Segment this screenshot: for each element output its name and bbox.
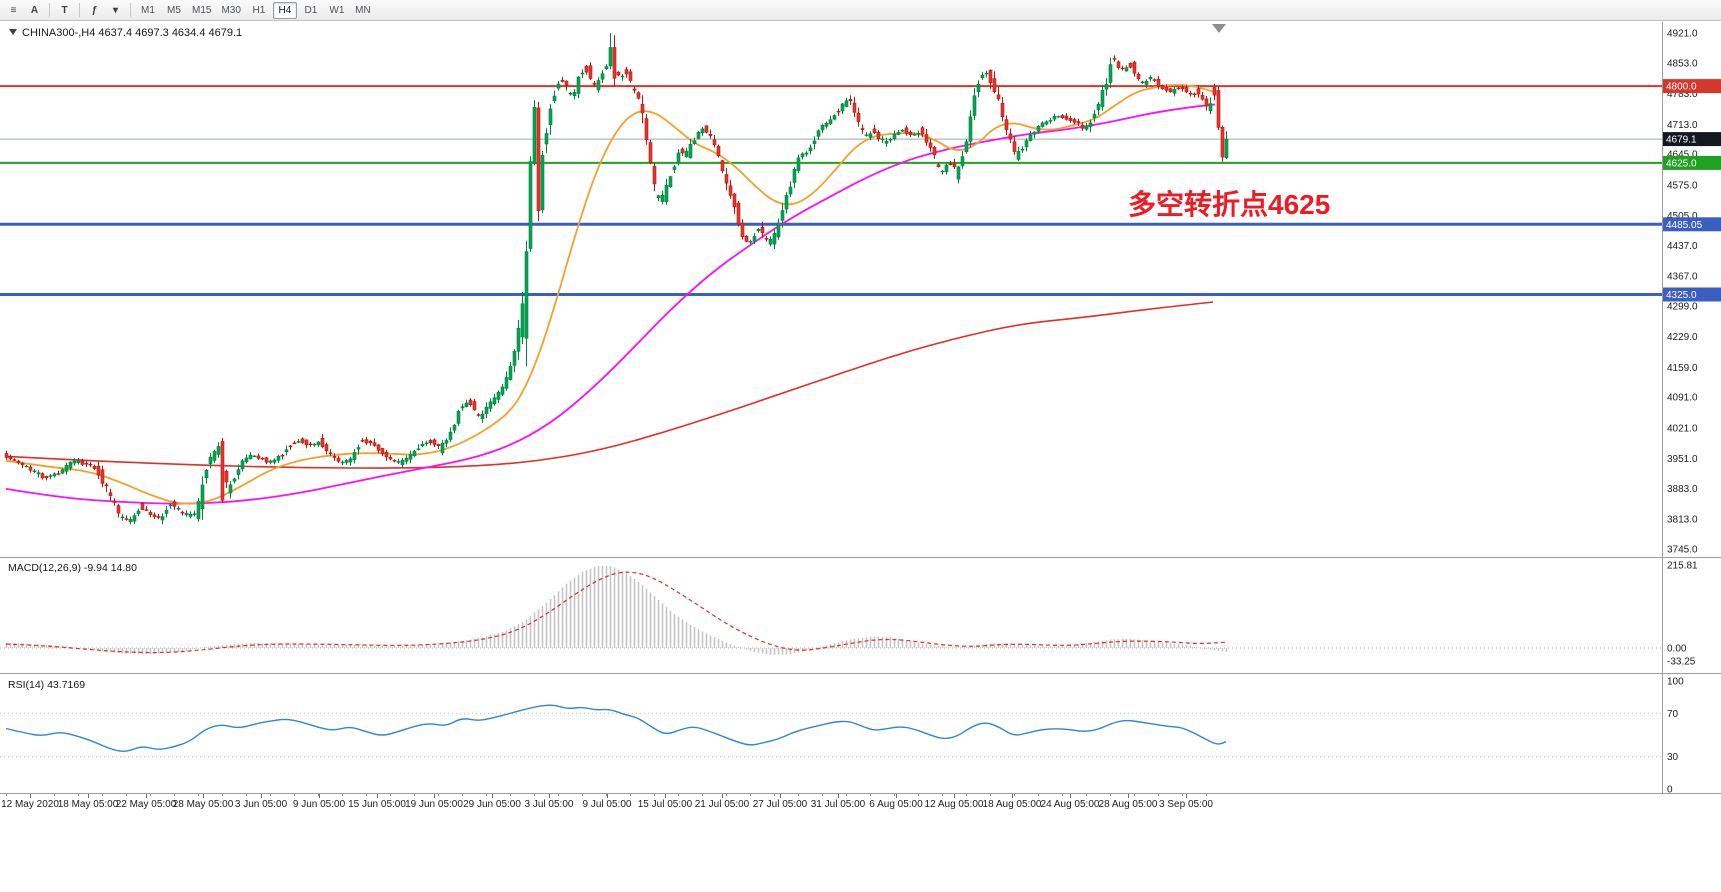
rsi-line (5, 704, 1227, 752)
arrow-tool-icon[interactable]: A (25, 2, 44, 19)
panel-separators (0, 22, 1721, 794)
timeframe-H4[interactable]: H4 (272, 1, 297, 19)
timeframe-M5[interactable]: M5 (162, 2, 186, 19)
time-axis-label: 12 Aug 05:00 (925, 799, 984, 810)
chart-shift-marker[interactable] (1212, 24, 1226, 33)
candlesticks (4, 33, 1229, 525)
indicators-caret-icon[interactable]: ▾ (106, 2, 125, 19)
time-axis-label: 3 Jun 05:00 (235, 799, 288, 810)
time-axis-label: 28 Aug 05:00 (1099, 799, 1158, 810)
svg-text:4625.0: 4625.0 (1666, 158, 1697, 169)
text-tool-icon[interactable]: T (55, 2, 74, 19)
ma-mid-magenta-line (5, 103, 1216, 505)
price-axis-label: 4713.0 (1667, 120, 1698, 131)
time-axis-label: 3 Sep 05:00 (1159, 799, 1213, 810)
timeframe-M30[interactable]: M30 (217, 2, 244, 19)
rsi-axis-label: 70 (1667, 709, 1679, 720)
timeframe-M1[interactable]: M1 (136, 2, 160, 19)
svg-text:4485.05: 4485.05 (1666, 220, 1703, 231)
time-axis-label: 22 May 05:00 (116, 799, 177, 810)
rsi-axis-label: 30 (1667, 752, 1679, 763)
macd-axis-label: -33.25 (1667, 656, 1696, 667)
price-axis-label: 4575.0 (1667, 180, 1698, 191)
macd-axis-label: 0.00 (1667, 644, 1687, 655)
time-axis-label: 9 Jul 05:00 (583, 799, 632, 810)
price-axis-label: 3745.0 (1667, 545, 1698, 556)
chart-list-icon[interactable]: ≡ (4, 2, 23, 19)
price-tag-4625.0: 4625.0 (1663, 155, 1721, 170)
toolbar-separator (130, 3, 131, 17)
price-axis-label: 4505.0 (1667, 211, 1698, 222)
price-tag-4679.1: 4679.1 (1663, 132, 1721, 147)
price-tag-4485.05: 4485.05 (1663, 217, 1721, 232)
symbol-dropdown-icon[interactable] (9, 29, 17, 35)
time-axis-label: 24 Aug 05:00 (1041, 799, 1100, 810)
timeframe-D1[interactable]: D1 (299, 2, 323, 19)
price-axis-label: 4299.0 (1667, 301, 1698, 312)
time-axis-label: 3 Jul 05:00 (525, 799, 574, 810)
macd-axis-label: 215.81 (1667, 560, 1698, 571)
time-axis-label: 18 May 05:00 (58, 799, 119, 810)
price-axis-label: 3951.0 (1667, 454, 1698, 465)
price-axis-label: 4091.0 (1667, 393, 1698, 404)
toolbar-separator (49, 3, 50, 17)
annotation-text[interactable]: 多空转折点4625 (1128, 188, 1330, 220)
price-tag-4800.0: 4800.0 (1663, 79, 1721, 94)
price-axis-label: 4229.0 (1667, 332, 1698, 343)
ma-slow-red-line (5, 301, 1214, 469)
price-axis-label: 4437.0 (1667, 241, 1698, 252)
rsi-axis-label: 0 (1667, 785, 1673, 796)
time-axis-label: 6 Aug 05:00 (869, 799, 923, 810)
time-axis-label: 29 Jun 05:00 (463, 799, 521, 810)
price-axis-label: 4021.0 (1667, 423, 1698, 434)
time-axis-label: 18 Aug 05:00 (983, 799, 1042, 810)
svg-text:4679.1: 4679.1 (1666, 135, 1697, 146)
price-axis-label: 3813.0 (1667, 515, 1698, 526)
macd-panel[interactable] (0, 565, 1662, 655)
time-axis-label: 15 Jul 05:00 (638, 799, 693, 810)
svg-text:4800.0: 4800.0 (1666, 82, 1697, 93)
timeframe-M15[interactable]: M15 (188, 2, 215, 19)
rsi-panel[interactable] (0, 704, 1662, 758)
price-axis-label: 4783.0 (1667, 89, 1698, 100)
timeframe-MN[interactable]: MN (351, 2, 375, 19)
time-axis-label: 27 Jul 05:00 (753, 799, 808, 810)
price-axis-label: 3883.0 (1667, 484, 1698, 495)
svg-text:4325.0: 4325.0 (1666, 290, 1697, 301)
price-axis-label: 4159.0 (1667, 363, 1698, 374)
timeframe-H1[interactable]: H1 (247, 2, 271, 19)
rsi-axis-label: 100 (1667, 677, 1684, 688)
time-axis-label: 9 Jun 05:00 (293, 799, 346, 810)
price-axis[interactable]: 215.81 0.00-33.25 100 70 30 0 4921.0 4853.0 4783… (1663, 29, 1721, 796)
time-axis-label: 15 Jun 05:00 (348, 799, 406, 810)
price-axis-label: 4853.0 (1667, 58, 1698, 69)
ma-fast-orange-line (5, 83, 1216, 505)
price-axis-label: 4645.0 (1667, 150, 1698, 161)
toolbar-separator (79, 3, 80, 17)
macd-signal-line (5, 571, 1227, 654)
price-tag-4325.0: 4325.0 (1663, 287, 1721, 302)
time-axis-label: 28 May 05:00 (173, 799, 234, 810)
ohlc-header: CHINA300-,H4 4637.4 4697.3 4634.4 4679.1 (22, 27, 242, 39)
macd-histogram (5, 565, 1228, 655)
timeframe-buttons: M1 M5 M15 M30 H1 H4 D1 W1 MN (135, 0, 376, 20)
time-axis-label: 21 Jul 05:00 (695, 799, 750, 810)
time-axis-label: 31 Jul 05:00 (811, 799, 866, 810)
indicators-icon[interactable]: ƒ (85, 2, 104, 19)
price-axis-label: 4367.0 (1667, 272, 1698, 283)
time-axis-label: 12 May 2020 (1, 799, 59, 810)
timeframe-W1[interactable]: W1 (325, 2, 349, 19)
main-chart[interactable] (0, 33, 1662, 525)
time-axis-label: 19 Jun 05:00 (405, 799, 463, 810)
macd-label: MACD(12,26,9) -9.94 14.80 (8, 562, 137, 574)
rsi-label: RSI(14) 43.7169 (8, 679, 85, 691)
price-axis-label: 4921.0 (1667, 29, 1698, 40)
